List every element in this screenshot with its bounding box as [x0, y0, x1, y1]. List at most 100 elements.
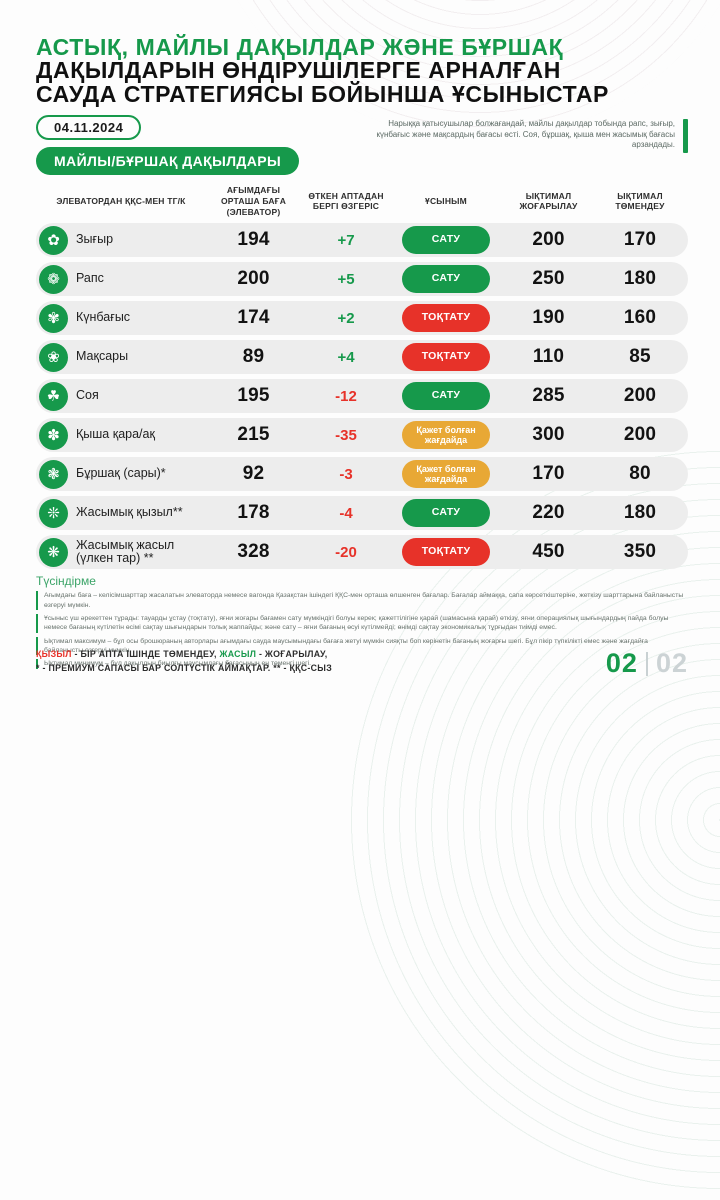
- likely-min: 85: [629, 346, 651, 368]
- crop-name: Қыша қара/ақ: [76, 427, 155, 442]
- subheader-row: 04.11.2024 МАЙЛЫ/БҰРШАҚ ДАҚЫЛДАРЫ Нарыққ…: [36, 115, 688, 176]
- current-price: 174: [237, 307, 270, 329]
- likely-max: 200: [532, 229, 565, 251]
- color-legend: ҚЫЗЫЛ - БІР АПТА ІШІНДЕ ТӨМЕНДЕУ, ЖАСЫЛ …: [36, 648, 332, 675]
- notes-section: Түсіндірме Ағымдағы баға – келісімшартта…: [36, 574, 688, 669]
- crop-name: Мақсары: [76, 349, 129, 364]
- table-row: ❋ Жасымық жасыл (үлкен тар) ** 328 -20 ТО…: [36, 535, 688, 570]
- page-number: 02 02: [606, 648, 688, 679]
- section-badge: МАЙЛЫ/БҰРШАҚ ДАҚЫЛДАРЫ: [36, 147, 300, 176]
- sunflower-icon: ✾: [39, 303, 68, 333]
- note-recommendation: Ұсыныс үш әрекеттен тұрады: тауарды ұста…: [36, 613, 688, 633]
- crop-name: Рапс: [76, 271, 104, 286]
- notes-title: Түсіндірме: [36, 574, 96, 589]
- note-likely-max: Ықтимал максимум – бұл осы брошюраның ав…: [36, 636, 688, 656]
- likely-min: 170: [623, 229, 657, 251]
- brochure-page: АСТЫҚ, МАЙЛЫ ДАҚЫЛДАР ЖӘНЕ БҰРШАҚ ДАҚЫЛД…: [36, 34, 688, 679]
- current-price: 215: [237, 424, 270, 446]
- col-header-current-price: АҒЫМДАҒЫ ОРТАША БАҒА (ЭЛЕВАТОР): [220, 185, 287, 217]
- green-accent-bar: [683, 119, 688, 154]
- weekly-change: -35: [335, 426, 357, 444]
- table-header: ЭЛЕВАТОРДАН ҚҚС-МЕН ТГ/К АҒЫМДАҒЫ ОРТАША…: [36, 185, 688, 217]
- red-lentil-icon: ❊: [39, 498, 68, 528]
- likely-max: 170: [532, 463, 565, 485]
- likely-min: 180: [623, 268, 657, 290]
- table-row: ❁ Рапс 200 +5 САТУ 250 180: [36, 262, 688, 297]
- page-title-line1: АСТЫҚ, МАЙЛЫ ДАҚЫЛДАР ЖӘНЕ БҰРШАҚ: [36, 34, 564, 60]
- current-price: 194: [237, 229, 270, 251]
- current-price: 89: [242, 346, 265, 368]
- recommendation-badge: САТУ: [402, 226, 490, 255]
- likely-min: 160: [623, 307, 657, 329]
- current-price: 178: [237, 502, 270, 524]
- table-row: ☘ Соя 195 -12 САТУ 285 200: [36, 379, 688, 414]
- page-number-divider: [645, 651, 648, 676]
- legend-red-word: ҚЫЗЫЛ: [36, 649, 72, 659]
- pea-icon: ❃: [39, 459, 68, 489]
- likely-min: 350: [623, 541, 657, 563]
- rapeseed-icon: ❁: [39, 264, 68, 294]
- table-row: ❊ Жасымық қызыл** 178 -4 САТУ 220 180: [36, 496, 688, 531]
- weekly-change: -4: [339, 504, 353, 522]
- table-body: ✿ Зығыр 194 +7 САТУ 200 170 ❁ Рапс 200 +5 …: [36, 223, 688, 570]
- weekly-change: +7: [337, 231, 355, 249]
- current-price: 195: [237, 385, 270, 407]
- date-badge: 04.11.2024: [36, 115, 142, 141]
- recommendation-badge: Қажет болған жағдайда: [402, 460, 490, 489]
- weekly-change: +4: [337, 348, 355, 366]
- page-number-current: 02: [605, 648, 638, 678]
- current-price: 200: [237, 268, 270, 290]
- soybean-icon: ☘: [39, 381, 68, 411]
- table-row: ❀ Мақсары 89 +4 ТОҚТАТУ 110 85: [36, 340, 688, 375]
- crop-name: Күнбағыс: [76, 310, 131, 325]
- legend-line1-mid: - БІР АПТА ІШІНДЕ ТӨМЕНДЕУ,: [71, 649, 220, 659]
- crop-name: Жасымық қызыл**: [76, 505, 183, 520]
- note-likely-min: Ықтимал минимум – бұл дақылдың биылғы ма…: [36, 659, 688, 669]
- table-row: ✾ Күнбағыс 174 +2 ТОҚТАТУ 190 160: [36, 301, 688, 336]
- col-header-crop: ЭЛЕВАТОРДАН ҚҚС-МЕН ТГ/К: [56, 195, 186, 206]
- page-title: АСТЫҚ, МАЙЛЫ ДАҚЫЛДАР ЖӘНЕ БҰРШАҚ ДАҚЫЛД…: [36, 34, 688, 106]
- page-number-total: 02: [655, 648, 688, 678]
- likely-min: 200: [623, 424, 657, 446]
- mustard-icon: ✽: [39, 420, 68, 450]
- recommendation-badge: ТОҚТАТУ: [402, 538, 490, 567]
- likely-max: 300: [532, 424, 565, 446]
- likely-min: 180: [623, 502, 657, 524]
- weekly-change: -3: [339, 465, 353, 483]
- recommendation-badge: САТУ: [402, 499, 490, 528]
- current-price: 328: [237, 541, 270, 563]
- crop-name: Бұршақ (сары)*: [76, 466, 166, 481]
- recommendation-badge: ТОҚТАТУ: [402, 343, 490, 372]
- col-header-weekly-change: ӨТКЕН АПТАДАН БЕРГІ ӨЗГЕРІС: [308, 190, 384, 212]
- legend-green-word: ЖАСЫЛ: [219, 649, 257, 659]
- table-row: ✽ Қыша қара/ақ 215 -35 Қажет болған жағда…: [36, 418, 688, 453]
- safflower-icon: ❀: [39, 342, 68, 372]
- green-lentil-icon: ❋: [39, 537, 68, 567]
- likely-max: 110: [532, 346, 565, 368]
- crop-name: Соя: [76, 388, 99, 403]
- recommendation-badge: САТУ: [402, 382, 490, 411]
- recommendation-badge: ТОҚТАТУ: [402, 304, 490, 333]
- page-footer: ҚЫЗЫЛ - БІР АПТА ІШІНДЕ ТӨМЕНДЕУ, ЖАСЫЛ …: [36, 648, 688, 679]
- market-summary-text: Нарыққа қатысушылар болжағандай, майлы д…: [376, 119, 675, 150]
- likely-min: 80: [629, 463, 651, 485]
- likely-max: 250: [532, 268, 565, 290]
- likely-max: 190: [532, 307, 565, 329]
- weekly-change: +2: [337, 309, 355, 327]
- page-title-line2: ДАҚЫЛДАРЫН ӨНДІРУШІЛЕРГЕ АРНАЛҒАН: [36, 57, 561, 84]
- weekly-change: -20: [335, 543, 357, 561]
- note-current-price: Ағымдағы баға – келісімшарттар жасалатын…: [36, 591, 688, 610]
- col-header-recommendation: ҰСЫНЫМ: [425, 195, 467, 206]
- legend-line2: * - ПРЕМИУМ САПАСЫ БАР СОЛТҮСТІК АЙМАҚТА…: [36, 662, 333, 673]
- recommendation-badge: Қажет болған жағдайда: [402, 421, 490, 450]
- likely-max: 220: [532, 502, 565, 524]
- crop-name: Зығыр: [76, 232, 114, 247]
- weekly-change: +5: [337, 270, 355, 288]
- col-header-likely-max: ЫҚТИМАЛ ЖОҒАРЫЛАУ: [519, 190, 578, 212]
- table-row: ✿ Зығыр 194 +7 САТУ 200 170: [36, 223, 688, 258]
- weekly-change: -12: [335, 387, 357, 405]
- likely-min: 200: [623, 385, 657, 407]
- flax-icon: ✿: [39, 225, 68, 255]
- likely-max: 285: [532, 385, 565, 407]
- likely-max: 450: [532, 541, 565, 563]
